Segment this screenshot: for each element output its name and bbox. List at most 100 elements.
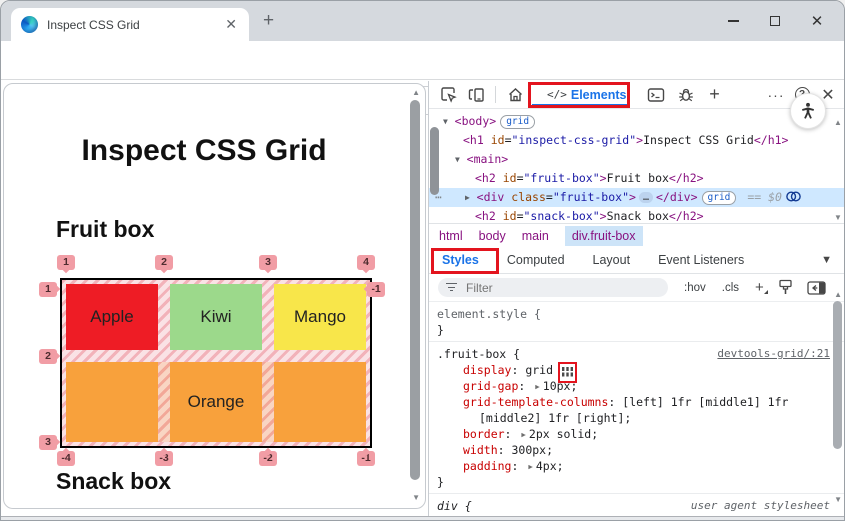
breadcrumb-item[interactable]: div.fruit-box — [564, 225, 643, 246]
rule-close-brace: } — [437, 323, 444, 337]
grid-line-number: 3 — [259, 254, 277, 270]
css-property[interactable]: grid-gap: ▶ 10px; — [463, 379, 578, 393]
dom-tree-node[interactable]: <h2 id="fruit-box">Fruit box</h2> — [475, 171, 704, 185]
dom-tree-node[interactable]: ▼ <body> grid — [429, 112, 844, 131]
styles-filter-input[interactable] — [464, 279, 644, 296]
dom-scrollbar-thumb[interactable] — [430, 127, 439, 195]
css-property-name[interactable]: display — [463, 363, 512, 377]
css-property-name[interactable]: grid-gap — [463, 379, 519, 393]
tab-close-icon[interactable]: ✕ — [225, 16, 237, 32]
snack-box-heading: Snack box — [56, 468, 172, 494]
expand-shorthand-icon[interactable]: ▶ — [528, 462, 533, 471]
toggle-class-button[interactable]: .cls — [721, 281, 739, 294]
page-scrollbar-thumb[interactable] — [410, 100, 420, 480]
dom-tree: ▼ <body> grid <h1 id="inspect-css-grid">In… — [429, 109, 844, 223]
dom-scroll-down-icon[interactable]: ▼ — [834, 213, 842, 222]
css-property[interactable]: grid-template-columns: [left] 1fr [middl… — [463, 395, 789, 409]
rule-selector-line: .fruit-box { — [437, 347, 521, 361]
grid-line-number: 2 — [39, 348, 57, 364]
devtools-panel: </> Elements + ··· ? ✕ ▼ <body>grid <h1 i… — [428, 81, 844, 516]
css-property[interactable]: border: ▶ 2px solid; — [463, 427, 599, 441]
stylesheet-source-link[interactable]: devtools-grid/:21 — [717, 347, 830, 360]
minimize-button[interactable] — [712, 6, 754, 36]
style-rule: div { user agent stylesheet display: block… — [429, 494, 844, 516]
chevron-down-icon[interactable]: ▼ — [821, 254, 832, 266]
css-property-value[interactable]: 4px; — [535, 459, 564, 473]
css-property[interactable]: display: block; — [437, 514, 844, 516]
stylesheet-source-link[interactable]: user agent stylesheet — [690, 499, 830, 512]
maximize-button[interactable] — [754, 6, 796, 36]
breadcrumb-item[interactable]: main — [521, 228, 549, 243]
expand-shorthand-icon[interactable]: ▶ — [535, 382, 540, 391]
rule-selector-line: div { — [437, 499, 472, 513]
grid-line-number: 1 — [57, 254, 75, 270]
styles-scroll-down-icon[interactable]: ▼ — [834, 495, 842, 504]
css-property-name[interactable]: grid-template-columns — [463, 395, 609, 409]
css-property-value[interactable]: block; — [525, 515, 567, 516]
styles-scroll-up-icon[interactable]: ▲ — [834, 290, 842, 299]
browser-tab[interactable]: Inspect CSS Grid ✕ — [11, 8, 249, 41]
grid-cell-label: Apple — [90, 307, 134, 326]
css-property-value[interactable]: 2px solid; — [528, 427, 599, 441]
dom-tree-node[interactable]: ▼ <main> — [455, 152, 509, 166]
page-scroll-up-icon[interactable]: ▲ — [412, 88, 420, 97]
accessibility-button[interactable] — [790, 93, 826, 129]
tab-event-listeners[interactable]: Event Listeners — [658, 253, 745, 267]
edge-favicon-icon — [21, 16, 38, 33]
tab-computed[interactable]: Computed — [506, 253, 565, 267]
dom-tree-node[interactable]: <h2 id="snack-box">Snack box</h2> — [475, 209, 704, 223]
devtools-menu-icon[interactable]: ··· — [767, 86, 785, 103]
node-more-actions[interactable]: ⋯ — [435, 190, 442, 204]
css-property-value[interactable]: 300px; — [511, 443, 554, 457]
css-property[interactable]: width: 300px; — [463, 443, 554, 457]
grid-cell-orange: Orange — [66, 362, 366, 442]
css-property-value[interactable]: grid — [525, 363, 554, 377]
breadcrumb: html body main div.fruit-box — [429, 223, 844, 247]
console-icon[interactable] — [646, 85, 666, 105]
tab-elements[interactable]: </> Elements — [547, 87, 627, 102]
paint-brush-icon[interactable] — [778, 279, 793, 296]
css-property-name[interactable]: padding — [463, 459, 512, 473]
new-tab-button[interactable]: + — [263, 10, 275, 31]
styles-scrollbar-thumb[interactable] — [833, 301, 842, 449]
home-icon[interactable] — [505, 85, 525, 105]
css-property-name[interactable]: border — [463, 427, 505, 441]
tab-layout[interactable]: Layout — [592, 253, 631, 267]
breadcrumb-item[interactable]: html — [439, 228, 463, 243]
dom-scroll-up-icon[interactable]: ▲ — [834, 118, 842, 127]
expand-shorthand-icon[interactable]: ▶ — [521, 430, 526, 439]
dom-tree-node[interactable]: ⋯ ▶ <div class="fruit-box">… </div> grid ==… — [429, 188, 844, 207]
close-devtools-icon[interactable]: ✕ — [821, 86, 835, 104]
computed-sidebar-toggle-icon[interactable] — [807, 280, 826, 295]
grid-line-number: 4 — [357, 254, 375, 270]
css-property-value[interactable]: [left] 1fr [middle1] 1fr — [622, 395, 789, 409]
grid-adorner-badge[interactable]: grid — [500, 115, 536, 129]
rule-selector[interactable]: element.style — [437, 307, 528, 321]
grid-adorner-badge[interactable]: grid — [701, 191, 737, 205]
rule-selector[interactable]: .fruit-box — [437, 347, 507, 361]
grid-cell-label: Kiwi — [200, 307, 232, 326]
dom-tree-node[interactable]: <h1 id="inspect-css-grid">Inspect CSS Gr… — [463, 133, 789, 147]
page-scroll-down-icon[interactable]: ▼ — [412, 493, 420, 502]
css-property-value[interactable]: 10px; — [542, 379, 578, 393]
css-property[interactable]: padding: ▶ 4px; — [463, 459, 564, 473]
css-property[interactable]: display: grid — [437, 362, 844, 383]
inspect-element-icon[interactable] — [438, 85, 458, 105]
debugger-bug-icon[interactable] — [676, 85, 696, 105]
add-panel-icon[interactable]: + — [709, 84, 720, 104]
css-property-name[interactable]: width — [463, 443, 498, 457]
styles-filter[interactable] — [438, 278, 668, 297]
grid-line-number: -1 — [357, 450, 375, 466]
device-emulation-icon[interactable] — [467, 85, 487, 105]
new-style-rule-button[interactable]: + — [755, 279, 768, 296]
window-controls: ✕ — [712, 1, 838, 41]
rule-selector[interactable]: div — [437, 499, 458, 513]
toggle-pseudo-button[interactable]: :hov — [684, 281, 706, 294]
grid-editor-icon[interactable] — [562, 366, 574, 380]
css-property-name[interactable]: display — [463, 515, 511, 516]
breadcrumb-item[interactable]: body — [478, 228, 506, 243]
tab-styles[interactable]: Styles — [442, 253, 479, 267]
styles-pane: element.style {} .fruit-box {devtools-gri… — [429, 302, 844, 516]
expand-ellipsis-button[interactable]: … — [638, 192, 653, 203]
close-window-button[interactable]: ✕ — [810, 13, 824, 30]
